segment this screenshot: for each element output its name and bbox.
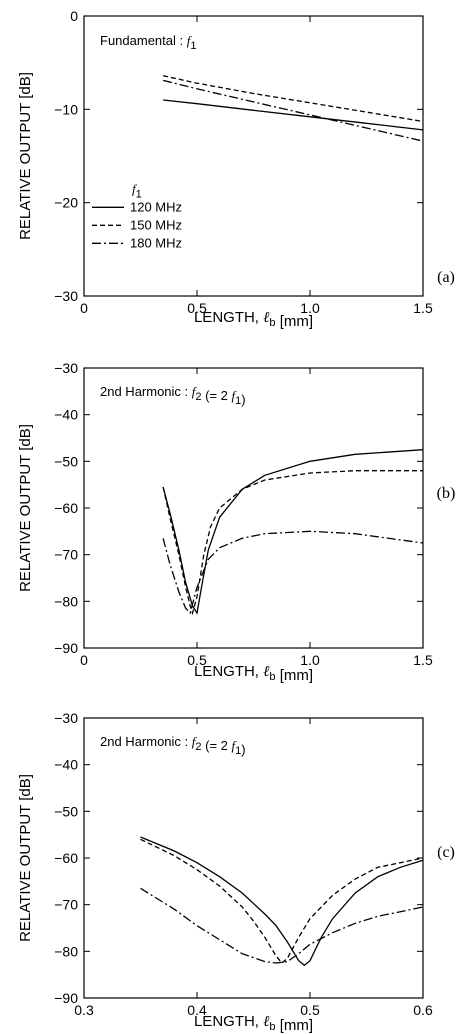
y-tick-label: −40	[54, 757, 78, 773]
x-tick-label: 1.5	[413, 652, 433, 668]
annotation: 2nd Harmonic : f2 (= 2 f1)	[100, 384, 246, 407]
chart-panel-2: 0 0.5 1.0 1.5 −30 −40 −50 −60 −70 −80 −90 LENGTH, ℓ…	[17, 360, 455, 684]
series-line-dashed	[140, 838, 424, 964]
legend-label: 150 MHz	[130, 217, 182, 232]
y-tick-label: −40	[54, 407, 78, 423]
x-tick-label: 0.6	[413, 1002, 433, 1018]
y-tick-label: −30	[54, 360, 78, 376]
series-line-dashed	[162, 470, 423, 616]
x-tick-label: 0.5	[300, 1002, 320, 1018]
x-tick-label: 1.0	[300, 300, 320, 316]
y-tick-label: −70	[54, 897, 78, 913]
y-tick-label: −60	[54, 850, 78, 866]
y-tick-label: 0	[70, 8, 78, 24]
y-axis-label: RELATIVE OUTPUT [dB]	[17, 72, 34, 240]
y-axis-label: RELATIVE OUTPUT [dB]	[17, 774, 34, 942]
series-line-dashdot	[162, 530, 424, 615]
annotation: Fundamental : f1	[100, 33, 196, 52]
x-axis-label: LENGTH, ℓb [mm]	[194, 1013, 313, 1034]
legend-title: f1	[132, 181, 142, 200]
y-tick-label: −50	[54, 453, 78, 469]
y-tick-label: −30	[54, 710, 78, 726]
annotation: 2nd Harmonic : f2 (= 2 f1)	[100, 734, 246, 757]
x-tick-label: 0	[80, 652, 88, 668]
plot-frame	[83, 367, 424, 649]
y-axis-label: RELATIVE OUTPUT [dB]	[17, 424, 34, 592]
y-tick-label: −30	[54, 288, 78, 304]
panel-tag: (a)	[437, 269, 455, 286]
x-tick-label: 1.0	[300, 652, 320, 668]
y-tick-label: −20	[54, 195, 78, 211]
plot-frame	[83, 717, 424, 999]
series-line-solid	[162, 449, 424, 615]
x-tick-label: 0.3	[74, 1002, 94, 1018]
y-tick-label: −50	[54, 803, 78, 819]
series-line-dashed	[162, 75, 424, 123]
legend-label: 180 MHz	[130, 235, 182, 250]
series-line-dashdot	[162, 79, 424, 142]
chart-panel-3: 0.3 0.4 0.5 0.6 −30 −40 −50 −60 −70 −80 −90 LENGTH,…	[17, 710, 455, 1034]
series-line-solid	[140, 836, 424, 967]
x-tick-label: 1.5	[413, 300, 433, 316]
series-line-solid	[163, 99, 424, 131]
y-tick-label: −70	[54, 547, 78, 563]
y-tick-label: −80	[54, 943, 78, 959]
x-tick-label: 0.5	[187, 652, 207, 668]
y-tick-label: −90	[54, 990, 78, 1006]
panel-tag: (b)	[437, 485, 456, 502]
x-axis-label: LENGTH, ℓb [mm]	[194, 663, 313, 684]
series-line-dashdot	[140, 887, 424, 964]
y-tick-label: −80	[54, 593, 78, 609]
y-tick-label: −90	[54, 640, 78, 656]
x-tick-label: 0	[80, 300, 88, 316]
x-tick-label: 0.4	[187, 1002, 207, 1018]
panel-tag: (c)	[437, 844, 455, 861]
chart-panel-1: 0 0.5 1.0 1.5 0 −10 −20 −30 LENGTH, ℓb [mm] RELAT…	[17, 8, 455, 330]
y-tick-label: −60	[54, 500, 78, 516]
plot-frame	[83, 15, 424, 297]
legend-label: 120 MHz	[130, 199, 182, 214]
y-tick-label: −10	[54, 101, 78, 117]
x-axis-label: LENGTH, ℓb [mm]	[194, 309, 313, 330]
x-tick-label: 0.5	[187, 300, 207, 316]
